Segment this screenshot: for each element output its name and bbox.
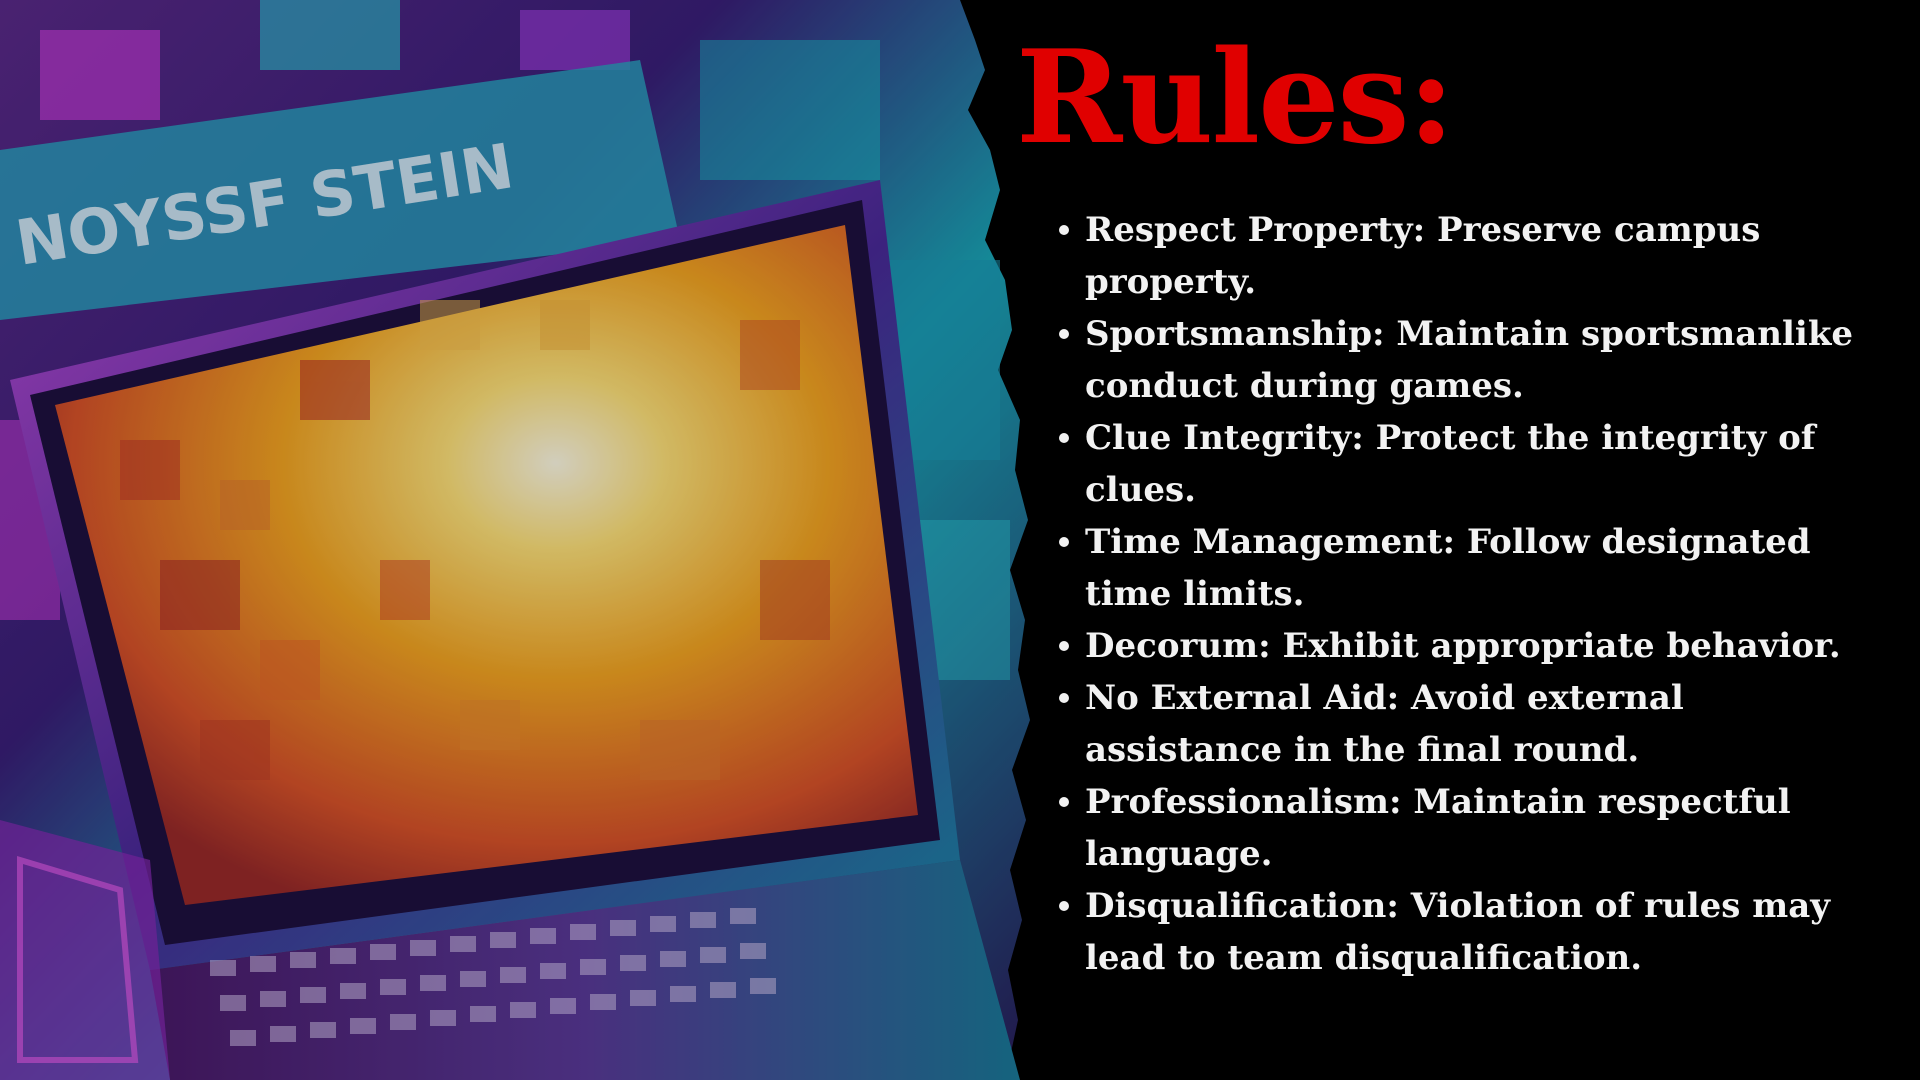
page-title: Rules: [1016,23,1455,173]
rule-text: Disqualification: Violation of rules may… [1085,886,1830,978]
list-item: Decorum: Exhibit appropriate behavior. [1059,620,1875,672]
bullet-icon [1059,433,1069,443]
bullet-icon [1059,329,1069,339]
bullet-icon [1059,537,1069,547]
laptop-artwork-illustration: NOYSSF STEIN [0,0,1030,1080]
rule-text: Time Management: Follow designated time … [1085,522,1811,614]
rule-text: No External Aid: Avoid external assistan… [1085,678,1684,770]
rule-text: Decorum: Exhibit appropriate behavior. [1085,626,1841,666]
list-item: Clue Integrity: Protect the integrity of… [1059,412,1875,516]
rules-list: Respect Property: Preserve campus proper… [1059,204,1875,984]
list-item: Professionalism: Maintain respectful lan… [1059,776,1875,880]
rule-text: Sportsmanship: Maintain sportsmanlike co… [1085,314,1854,406]
list-item: Sportsmanship: Maintain sportsmanlike co… [1059,308,1875,412]
list-item: Time Management: Follow designated time … [1059,516,1875,620]
list-item: No External Aid: Avoid external assistan… [1059,672,1875,776]
list-item: Disqualification: Violation of rules may… [1059,880,1875,984]
rule-text: Professionalism: Maintain respectful lan… [1085,782,1791,874]
bullet-icon [1059,641,1069,651]
bullet-icon [1059,901,1069,911]
bullet-icon [1059,225,1069,235]
bullet-icon [1059,693,1069,703]
rules-panel: Rules: Respect Property: Preserve campus… [1010,0,1890,1080]
rule-text: Respect Property: Preserve campus proper… [1085,210,1761,302]
rule-text: Clue Integrity: Protect the integrity of… [1085,418,1816,510]
list-item: Respect Property: Preserve campus proper… [1059,204,1875,308]
bullet-icon [1059,797,1069,807]
